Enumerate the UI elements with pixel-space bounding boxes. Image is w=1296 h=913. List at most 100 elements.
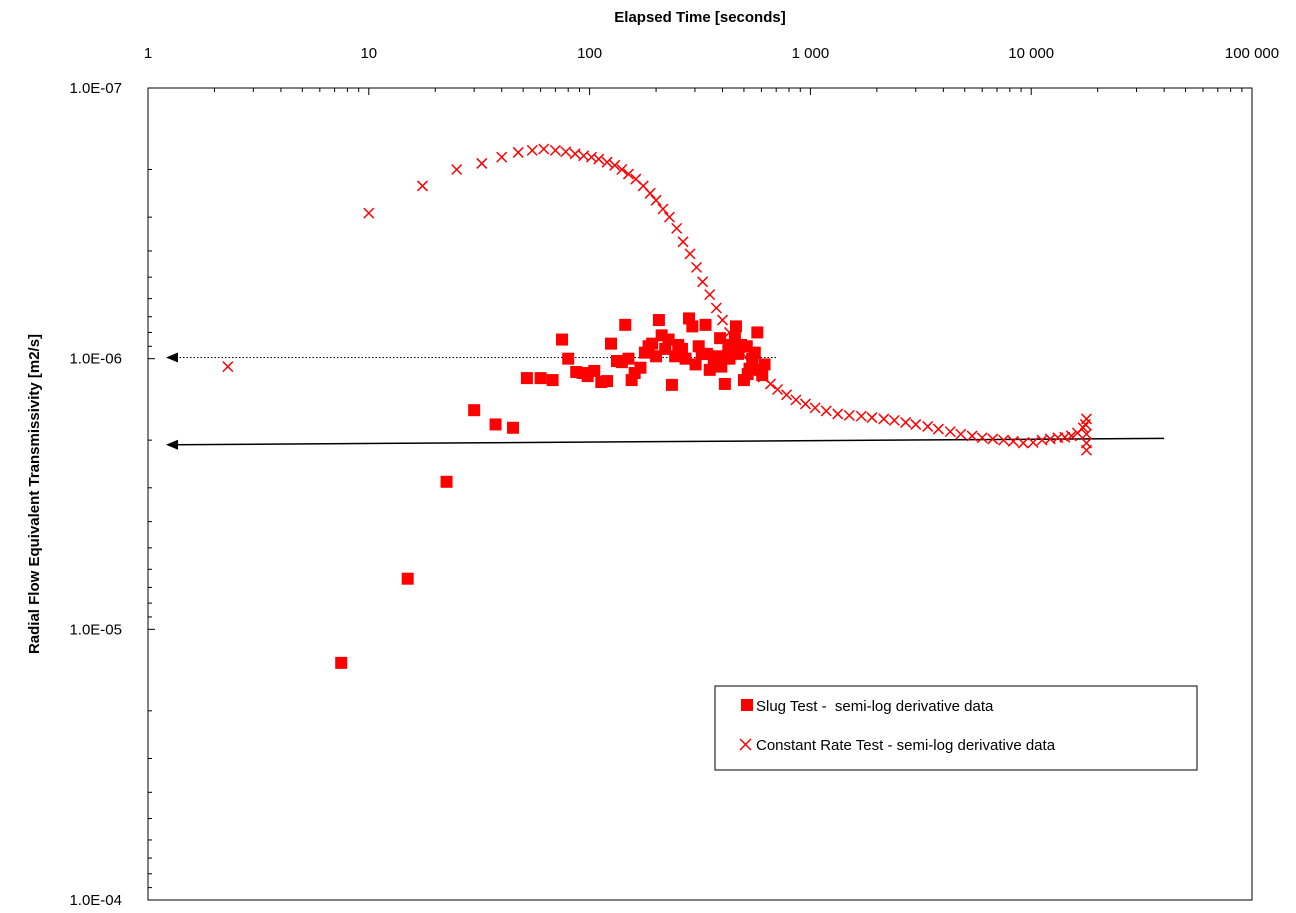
slug-test-point (652, 314, 665, 327)
dotted-reference-arrow-arrowhead (166, 352, 178, 363)
constant-rate-test-point (1080, 428, 1093, 440)
constant-rate-test-point (809, 402, 821, 414)
constant-rate-test-series (222, 143, 1093, 456)
x-tick-label: 10 (360, 45, 377, 62)
constant-rate-test-point (622, 168, 635, 180)
constant-rate-test-point (717, 314, 729, 326)
constant-rate-test-point (888, 414, 900, 426)
constant-rate-test-point (704, 289, 716, 301)
slug-test-point (556, 333, 569, 346)
constant-rate-test-point (910, 418, 922, 430)
slug-test-point (619, 318, 632, 331)
slug-test-point (507, 421, 520, 434)
constant-rate-test-point (416, 180, 428, 192)
plot-area (147, 87, 1253, 901)
slug-test-point (440, 475, 453, 488)
x-tick-label: 100 000 (1225, 45, 1279, 62)
constant-rate-test-point (710, 302, 722, 314)
slug-test-point (534, 372, 547, 385)
y-axis-minor-ticks (148, 87, 155, 901)
constant-rate-test-point (538, 143, 550, 155)
slug-test-point (520, 372, 533, 385)
legend-marker-constant-rate-test (739, 738, 752, 751)
slug-test-point (741, 368, 754, 381)
y-axis-tick-labels: 1.0E-07 1.0E-06 1.0E-05 1.0E-04 (69, 80, 122, 909)
legend: Slug Test - semi-log derivative data Con… (714, 685, 1198, 771)
constant-rate-test-point (987, 433, 999, 445)
constant-rate-test-point (723, 326, 736, 338)
constant-rate-test-point (697, 276, 709, 288)
slug-test-point (714, 332, 727, 345)
solid-reference-arrow-arrowhead (166, 439, 178, 450)
constant-rate-test-point (585, 151, 598, 163)
constant-rate-test-point (855, 410, 867, 422)
constant-rate-test-point (609, 159, 621, 171)
slug-test-point (748, 346, 761, 359)
constant-rate-test-point (526, 144, 538, 156)
y-tick-label: 1.0E-04 (69, 892, 122, 909)
constant-rate-test-point (684, 248, 696, 260)
constant-rate-test-point (955, 428, 967, 440)
x-axis-tick-labels: 1 10 100 1 000 10 000 100 000 (144, 45, 1279, 62)
constant-rate-test-point (1077, 422, 1089, 434)
y-axis-title: Radial Flow Equivalent Transmissivity [m… (26, 334, 43, 654)
constant-rate-test-point (663, 211, 675, 223)
slug-test-point (650, 350, 663, 363)
constant-rate-test-point (1027, 436, 1039, 449)
constant-rate-test-point (1079, 418, 1091, 430)
slug-test-point (689, 358, 702, 371)
constant-rate-test-point (737, 348, 749, 360)
constant-rate-test-point (799, 398, 812, 410)
constant-rate-test-point (512, 146, 524, 158)
slug-test-point (588, 364, 601, 377)
slug-test-point (562, 352, 575, 365)
constant-rate-test-point (966, 430, 978, 442)
constant-rate-test-point (476, 157, 488, 169)
constant-rate-test-point (593, 153, 605, 165)
slug-test-point (604, 337, 617, 350)
legend-box (714, 685, 1198, 771)
slug-test-point (634, 361, 647, 374)
slug-test-point (699, 318, 712, 331)
slug-test-point (665, 378, 678, 391)
constant-rate-test-point (222, 361, 234, 373)
constant-rate-test-point (998, 434, 1010, 446)
constant-rate-test-point (765, 378, 777, 390)
legend-label-slug-test: Slug Test - semi-log derivative data (756, 698, 994, 715)
slug-test-series (335, 312, 771, 669)
constant-rate-test-point (1065, 430, 1077, 442)
constant-rate-test-point (1059, 431, 1071, 443)
constant-rate-test-point (900, 416, 912, 428)
slug-test-point (751, 326, 764, 339)
solid-reference-arrow-line (175, 437, 1165, 446)
legend-label-constant-rate-test: Constant Rate Test - semi-log derivative… (756, 737, 1056, 754)
constant-rate-test-point (451, 163, 463, 176)
constant-rate-test-point (832, 408, 844, 420)
constant-rate-test-point (601, 156, 613, 168)
constant-rate-test-point (671, 222, 683, 234)
constant-rate-test-point (560, 146, 572, 158)
constant-rate-test-point (657, 203, 669, 215)
constant-rate-test-point (549, 144, 561, 156)
constant-rate-test-point (363, 207, 375, 219)
slug-test-point (723, 352, 736, 365)
slug-test-point (601, 375, 614, 388)
slug-test-point (758, 358, 771, 371)
constant-rate-test-point (650, 194, 662, 206)
slug-test-point (718, 377, 731, 390)
constant-rate-test-point (1080, 444, 1093, 456)
slug-test-point (489, 418, 502, 431)
slug-test-point (659, 342, 672, 355)
constant-rate-test-point (976, 432, 988, 444)
constant-rate-test-point (496, 151, 508, 163)
x-tick-label: 1 000 (792, 45, 830, 62)
constant-rate-test-point (1007, 435, 1019, 447)
constant-rate-test-point (790, 394, 802, 406)
x-axis-minor-ticks (147, 88, 1253, 95)
y-tick-label: 1.0E-05 (69, 621, 122, 638)
constant-rate-test-point (730, 338, 742, 350)
slug-test-point (686, 320, 699, 333)
y-tick-label: 1.0E-07 (69, 80, 122, 97)
slug-test-point (700, 347, 713, 360)
